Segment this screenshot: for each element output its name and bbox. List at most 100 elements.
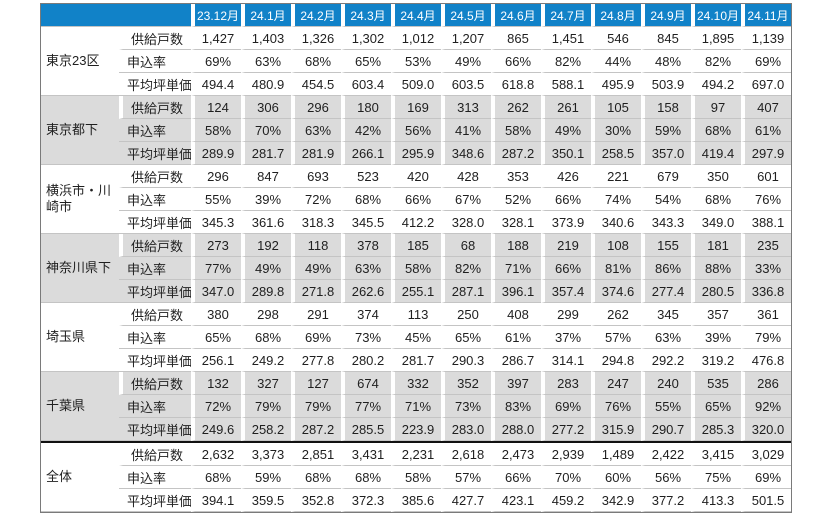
data-cell: 63% [241,50,291,73]
data-cell: 223.9 [391,418,441,441]
data-cell: 235 [741,234,791,257]
data-cell: 283 [541,372,591,395]
data-cell: 83% [491,395,541,418]
data-cell: 37% [541,326,591,349]
data-cell: 847 [241,165,291,188]
metric-label: 供給戸数 [119,27,191,50]
data-cell: 3,431 [341,443,391,466]
data-cell: 332 [391,372,441,395]
data-cell: 262 [491,96,541,119]
data-cell: 77% [191,257,241,280]
data-cell: 65% [691,395,741,418]
data-cell: 285.3 [691,418,741,441]
data-cell: 494.2 [691,73,741,96]
data-cell: 289.8 [241,280,291,303]
metric-label: 供給戸数 [119,372,191,395]
table-row: 平均坪単価 256.1 249.2 277.8 280.2 281.7 290.3 286.7… [41,349,791,372]
table-row: 平均坪単価 494.4 480.9 454.5 603.4 509.0 603.5 618.8… [41,73,791,96]
data-cell: 347.0 [191,280,241,303]
data-cell: 158 [641,96,691,119]
data-cell: 378 [341,234,391,257]
data-cell: 396.1 [491,280,541,303]
data-cell: 66% [491,50,541,73]
data-cell: 66% [491,466,541,489]
data-cell: 42% [341,119,391,142]
data-cell: 345 [641,303,691,326]
data-cell: 357.0 [641,142,691,165]
data-cell: 127 [291,372,341,395]
data-cell: 49% [541,119,591,142]
data-cell: 54% [641,188,691,211]
table-row: 平均坪単価 289.9 281.7 281.9 266.1 295.9 348.6 287.2… [41,142,791,165]
data-cell: 58% [391,466,441,489]
data-cell: 57% [441,466,491,489]
table-row: 申込率 72% 79% 79% 77% 71% 73% 83% 69% 76% 55% 65% 92% [41,395,791,418]
data-cell: 219 [541,234,591,257]
data-cell: 281.9 [291,142,341,165]
data-cell: 124 [191,96,241,119]
data-cell: 319.2 [691,349,741,372]
data-cell: 63% [341,257,391,280]
data-cell: 372.3 [341,489,391,512]
data-cell: 72% [191,395,241,418]
month-header: 24.2月 [291,4,341,27]
data-cell: 271.8 [291,280,341,303]
data-cell: 192 [241,234,291,257]
month-header: 24.5月 [441,4,491,27]
data-cell: 361 [741,303,791,326]
data-cell: 52% [491,188,541,211]
data-cell: 503.9 [641,73,691,96]
data-cell: 45% [391,326,441,349]
data-cell: 63% [641,326,691,349]
metric-label: 平均坪単価 [119,280,191,303]
data-cell: 359.5 [241,489,291,512]
data-cell: 55% [191,188,241,211]
table-row: 申込率 69% 63% 68% 65% 53% 49% 66% 82% 44% 48% 82% 69% [41,50,791,73]
data-cell: 262.6 [341,280,391,303]
data-cell: 845 [641,27,691,50]
data-cell: 59% [241,466,291,489]
data-cell: 258.2 [241,418,291,441]
data-cell: 374 [341,303,391,326]
data-cell: 281.7 [391,349,441,372]
data-cell: 277.4 [641,280,691,303]
data-cell: 345.3 [191,211,241,234]
data-cell: 262 [591,303,641,326]
data-cell: 58% [491,119,541,142]
table-row: 申込率 77% 49% 49% 63% 58% 82% 71% 66% 81% 86% 88% 33% [41,257,791,280]
data-cell: 412.2 [391,211,441,234]
data-cell: 388.1 [741,211,791,234]
data-cell: 2,473 [491,443,541,466]
data-cell: 73% [441,395,491,418]
month-header: 24.6月 [491,4,541,27]
data-cell: 494.4 [191,73,241,96]
data-cell: 588.1 [541,73,591,96]
data-cell: 57% [591,326,641,349]
data-cell: 65% [341,50,391,73]
data-cell: 327 [241,372,291,395]
data-cell: 340.6 [591,211,641,234]
data-cell: 286.7 [491,349,541,372]
data-cell: 287.2 [491,142,541,165]
table-header-row: 23.12月 24.1月 24.2月 24.3月 24.4月 24.5月 24.6月 24.7… [41,4,791,27]
data-cell: 697.0 [741,73,791,96]
data-cell: 343.3 [641,211,691,234]
table-header: 23.12月 24.1月 24.2月 24.3月 24.4月 24.5月 24.6月 24.7… [41,4,791,27]
data-cell: 361.6 [241,211,291,234]
data-cell: 70% [241,119,291,142]
data-cell: 70% [541,466,591,489]
data-cell: 287.1 [441,280,491,303]
data-cell: 280.2 [341,349,391,372]
data-cell: 30% [591,119,641,142]
metric-label: 申込率 [119,50,191,73]
data-cell: 169 [391,96,441,119]
month-header: 24.4月 [391,4,441,27]
data-cell: 290.3 [441,349,491,372]
data-cell: 357.4 [541,280,591,303]
data-cell: 3,029 [741,443,791,466]
data-cell: 61% [491,326,541,349]
table-row: 埼玉県 供給戸数 380 298 291 374 113 250 408 299 262 345 357… [41,303,791,372]
data-cell: 2,851 [291,443,341,466]
data-cell: 188 [491,234,541,257]
data-cell: 68% [691,188,741,211]
